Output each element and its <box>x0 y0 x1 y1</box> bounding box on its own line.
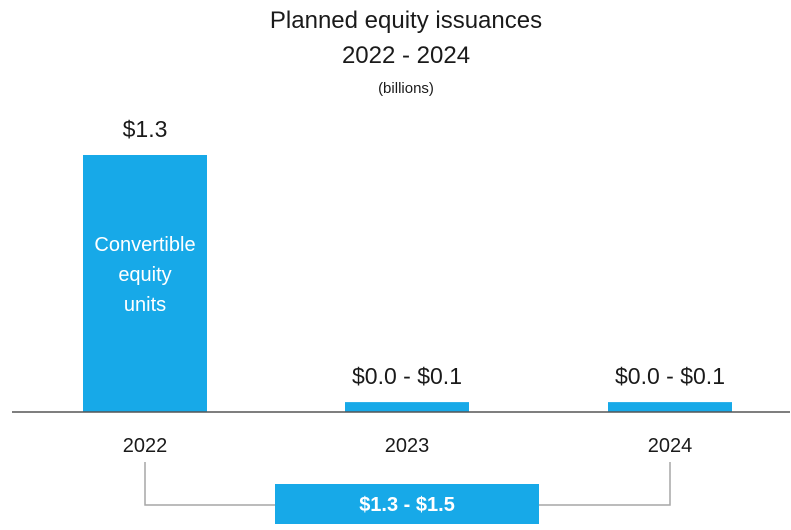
chart-title: Planned equity issuances <box>270 7 542 34</box>
bars-layer <box>83 155 732 412</box>
x-tick-labels: 2022 2023 2024 <box>123 435 693 457</box>
data-label-2022: $1.3 <box>123 116 168 142</box>
bar-2022 <box>83 155 207 412</box>
labels-layer: $1.3 Convertible equity units $0.0 - $0.1 $0.… <box>94 116 725 389</box>
bar-2023 <box>345 402 469 412</box>
total-range-box <box>275 484 539 524</box>
data-label-2023: $0.0 - $0.1 <box>352 363 462 389</box>
bar-2024 <box>608 402 732 412</box>
unit-note: (billions) <box>378 80 434 97</box>
bar-inner-label: Convertible equity units <box>94 234 195 316</box>
x-tick-label-2022: 2022 <box>123 435 168 457</box>
data-label-2024: $0.0 - $0.1 <box>615 363 725 389</box>
chart-subtitle: 2022 - 2024 <box>342 42 470 69</box>
x-tick-label-2023: 2023 <box>385 435 430 457</box>
total-range-label: $1.3 - $1.5 <box>359 494 455 516</box>
x-tick-label-2024: 2024 <box>648 435 693 457</box>
